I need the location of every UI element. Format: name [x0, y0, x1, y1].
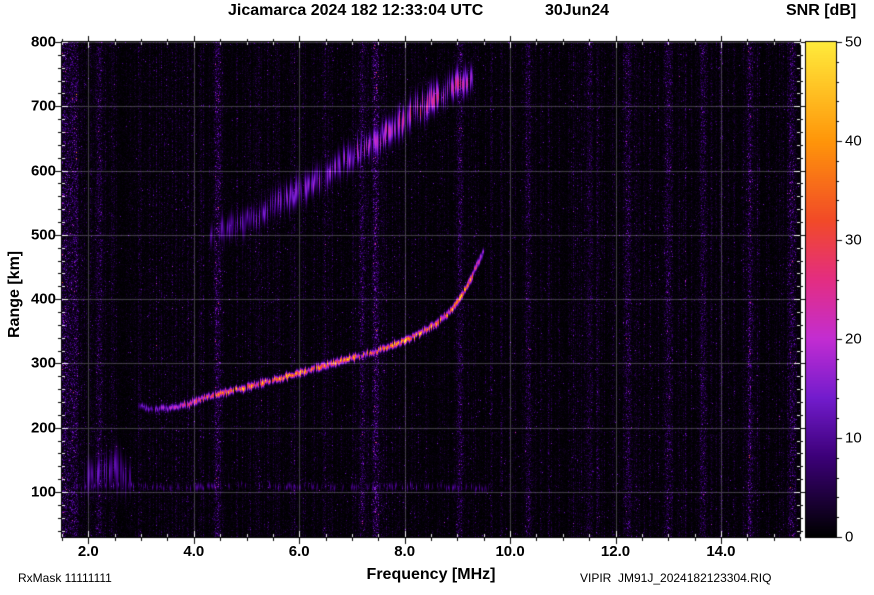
footer-rxmask: RxMask 11111111 — [18, 571, 112, 585]
plot-date: 30Jun24 — [545, 2, 610, 19]
colorbar-tick-label: 0 — [845, 528, 854, 546]
colorbar-tick-label: 10 — [845, 429, 862, 447]
y-tick-label: 400 — [30, 290, 56, 308]
colorbar-tick-label: 40 — [845, 132, 862, 150]
x-tick-label: 6.0 — [288, 543, 310, 560]
colorbar-tick-label: 20 — [845, 330, 862, 348]
plot-title: Jicamarca 2024 182 12:33:04 UTC — [228, 2, 484, 19]
x-tick-label: 10.0 — [495, 543, 525, 560]
colorbar-tick-label: 30 — [845, 231, 862, 249]
x-tick-label: 12.0 — [600, 543, 631, 560]
x-tick-label: 14.0 — [706, 543, 736, 560]
x-tick-label: 8.0 — [394, 543, 416, 560]
x-tick-label: 2.0 — [77, 543, 99, 560]
colorbar-tick-label: 50 — [845, 33, 862, 51]
x-tick-label: 4.0 — [183, 543, 205, 560]
footer-filename: VIPIR JM91J_2024182123304.RIQ — [580, 571, 772, 585]
y-tick-label: 800 — [30, 33, 56, 51]
y-tick-label: 200 — [30, 419, 56, 437]
x-axis-label: Frequency [MHz] — [366, 566, 496, 583]
y-tick-label: 300 — [30, 354, 56, 372]
y-tick-label: 100 — [30, 483, 56, 501]
y-axis-label: Range [km] — [6, 250, 23, 338]
y-tick-label: 700 — [30, 97, 56, 115]
y-tick-label: 600 — [30, 162, 56, 180]
colorbar-title: SNR [dB] — [786, 2, 857, 19]
y-tick-label: 500 — [30, 226, 56, 244]
